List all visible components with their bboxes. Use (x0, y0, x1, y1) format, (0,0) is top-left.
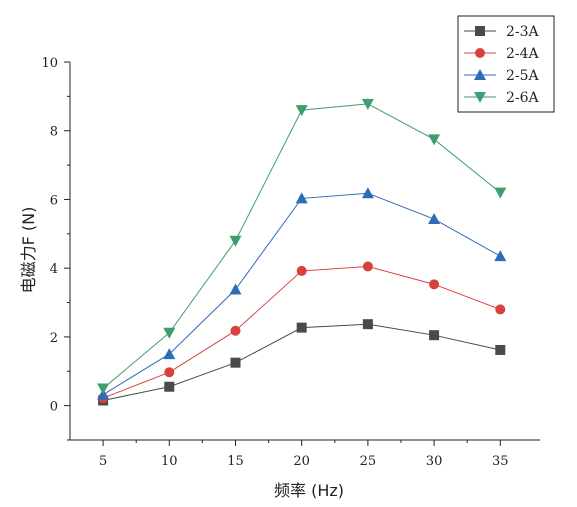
y-tick-label: 4 (50, 262, 58, 277)
data-point (495, 304, 506, 315)
x-tick-label: 35 (492, 454, 509, 469)
x-tick-label: 10 (161, 454, 178, 469)
legend-label: 2-6A (506, 90, 540, 106)
y-tick-label: 2 (50, 331, 58, 346)
y-axis-title: 电磁力F (N) (19, 207, 38, 294)
data-point (361, 98, 374, 110)
series-layer (97, 98, 507, 406)
legend-marker (475, 48, 485, 58)
data-point (429, 279, 440, 290)
data-point (295, 192, 308, 204)
data-point (494, 187, 507, 199)
data-point (163, 327, 176, 339)
axes: 5 10 15 20 25 30 35 0 2 4 6 8 10 (41, 56, 540, 469)
series-2-3A (98, 319, 506, 406)
data-point (296, 265, 307, 276)
y-tick-label: 8 (50, 125, 58, 140)
data-point (164, 381, 175, 392)
series-2-5A (97, 187, 507, 400)
data-point (428, 134, 441, 146)
data-point (164, 367, 175, 378)
data-point (229, 283, 242, 295)
y-tick-label: 6 (50, 193, 58, 208)
data-point (429, 330, 440, 341)
data-point (230, 357, 241, 368)
x-tick-label: 20 (293, 454, 310, 469)
data-point (230, 325, 241, 336)
x-tick-label: 15 (227, 454, 244, 469)
series-line (102, 192, 501, 396)
legend-label: 2-3A (506, 24, 540, 40)
data-point (361, 187, 374, 199)
legend-label: 2-4A (506, 46, 540, 62)
series-2-6A (97, 98, 507, 395)
series-line (102, 323, 501, 401)
data-point (494, 250, 507, 262)
x-tick-label: 30 (426, 454, 443, 469)
legend-label: 2-5A (506, 68, 540, 84)
legend-marker (474, 69, 486, 80)
data-point (229, 235, 242, 247)
legend-marker (474, 92, 486, 103)
y-tick-label: 0 (50, 400, 58, 415)
legend: 2-3A 2-4A 2-5A 2-6A (457, 15, 555, 113)
legend-marker (475, 26, 485, 36)
data-point (97, 383, 110, 395)
data-point (495, 344, 506, 355)
data-point (296, 322, 307, 333)
x-axis-title: 频率 (Hz) (274, 481, 344, 500)
data-point (362, 319, 373, 330)
data-point (428, 213, 441, 225)
series-line (102, 103, 501, 389)
data-point (295, 105, 308, 117)
y-tick-label: 10 (41, 56, 58, 71)
x-tick-label: 5 (99, 454, 107, 469)
legend-box (457, 15, 555, 113)
data-point (362, 261, 373, 272)
x-tick-label: 25 (360, 454, 377, 469)
data-point (163, 348, 176, 360)
